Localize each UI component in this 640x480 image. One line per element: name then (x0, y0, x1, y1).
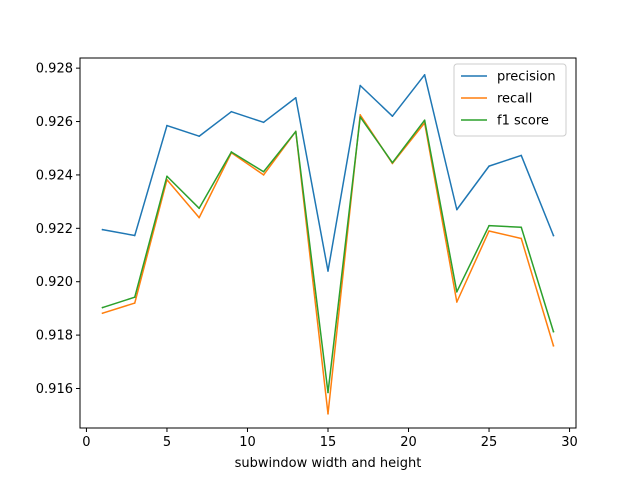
data-point-f1-score (359, 116, 362, 118)
data-point-recall (456, 301, 458, 303)
data-point-recall (101, 312, 104, 315)
data-point-precision (552, 234, 555, 237)
data-point-recall (327, 413, 329, 415)
data-point-f1-score (230, 151, 233, 153)
data-point-precision (520, 154, 523, 157)
data-point-precision (262, 121, 265, 124)
x-tick-label: 15 (320, 435, 337, 450)
data-point-recall (198, 216, 200, 219)
legend-label: f1 score (497, 114, 549, 129)
data-point-f1-score (133, 296, 136, 298)
legend-box (453, 63, 567, 137)
x-tick-label: 30 (561, 435, 578, 450)
data-point-precision (359, 84, 362, 87)
series-line-recall (101, 114, 555, 415)
data-point-precision (391, 115, 394, 117)
data-point-recall (488, 230, 490, 232)
data-point-f1-score (262, 170, 265, 173)
data-point-precision (423, 74, 426, 76)
series-line-f1-score (101, 116, 555, 394)
data-point-f1-score (391, 161, 394, 164)
data-point-precision (327, 270, 329, 272)
data-point-precision (133, 234, 136, 237)
x-tick-label: 25 (481, 435, 498, 450)
y-tick-label: 0.926 (36, 115, 73, 130)
series-layer (101, 74, 555, 415)
data-point-recall (133, 302, 136, 304)
x-tick-label: 5 (163, 435, 171, 450)
data-point-precision (198, 135, 200, 138)
data-point-f1-score (456, 291, 458, 293)
y-tick-label: 0.922 (36, 222, 73, 237)
x-tick-label: 10 (239, 435, 256, 450)
data-point-recall (552, 344, 555, 347)
legend-label: recall (497, 92, 532, 107)
data-point-precision (101, 228, 104, 231)
y-tick-label: 0.920 (36, 275, 73, 290)
data-point-recall (262, 174, 265, 176)
data-point-recall (520, 237, 523, 240)
data-point-f1-score (520, 226, 523, 229)
data-point-f1-score (552, 330, 555, 333)
data-point-f1-score (294, 130, 297, 133)
y-tick-label: 0.918 (36, 329, 73, 344)
y-tick-label: 0.928 (36, 62, 73, 77)
data-point-f1-score (488, 224, 490, 227)
data-point-f1-score (198, 207, 200, 210)
x-axis-label: subwindow width and height (235, 456, 422, 471)
y-tick-label: 0.924 (36, 168, 73, 183)
data-point-f1-score (327, 391, 329, 394)
data-point-precision (488, 165, 490, 167)
legend: precision recall f1 score (453, 63, 567, 137)
y-tick-label: 0.916 (36, 382, 73, 397)
legend-label: precision (497, 70, 556, 85)
data-point-recall (359, 114, 362, 116)
x-tick-label: 0 (82, 435, 90, 450)
data-point-f1-score (166, 175, 168, 178)
data-point-precision (456, 208, 458, 211)
x-axis-ticks: 0 5 10 15 20 25 30 (82, 428, 578, 450)
data-point-f1-score (101, 306, 104, 309)
x-tick-label: 20 (400, 435, 417, 450)
data-point-precision (230, 110, 233, 113)
data-point-precision (294, 96, 297, 99)
data-point-f1-score (423, 119, 426, 121)
y-axis-ticks: 0.916 0.918 0.920 0.922 0.924 0.926 0.928 (36, 62, 80, 397)
data-point-precision (166, 124, 168, 127)
